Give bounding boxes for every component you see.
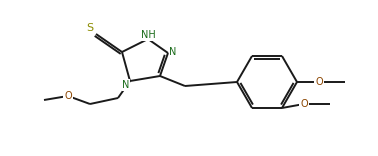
Text: NH: NH	[141, 30, 155, 40]
Text: O: O	[64, 91, 72, 101]
Text: O: O	[315, 77, 323, 87]
Text: O: O	[300, 99, 308, 109]
Text: N: N	[122, 80, 130, 90]
Text: S: S	[87, 23, 94, 33]
Text: N: N	[169, 47, 177, 57]
